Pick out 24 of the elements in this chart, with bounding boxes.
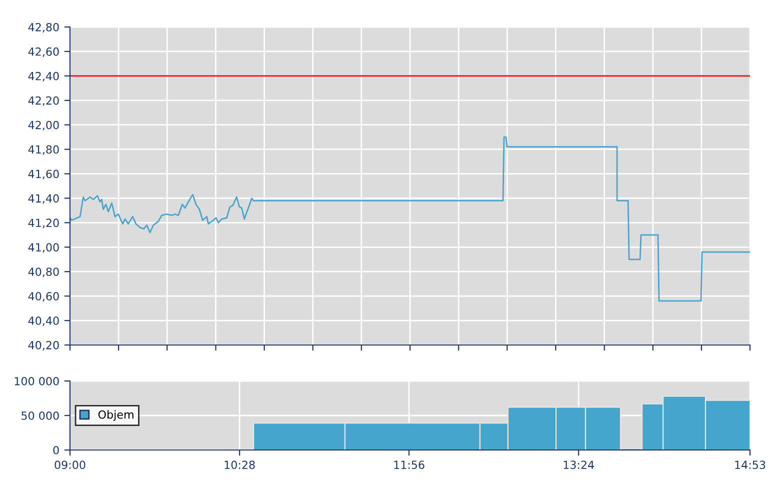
y-tick-label: 41,60 xyxy=(28,170,59,180)
y-tick-label: 40,80 xyxy=(28,268,59,278)
line-series xyxy=(70,136,750,302)
x-tick-label: 14:53 xyxy=(735,460,766,470)
y-tick-label: 40,60 xyxy=(28,292,59,302)
legend-label: Objem xyxy=(98,410,134,421)
x-tick-label: 10:28 xyxy=(224,460,255,470)
y-tick-label: 41,40 xyxy=(28,194,59,204)
y-tick-label: 41,20 xyxy=(28,218,59,228)
x-tick-label: 11:56 xyxy=(394,460,424,470)
y-tick-label: 40,20 xyxy=(28,340,59,351)
y-tick-label: 42,00 xyxy=(28,120,59,130)
y-tick-label: 42,80 xyxy=(28,22,59,33)
y-tick-label: 0 xyxy=(53,446,59,454)
y-tick-label: 41,00 xyxy=(28,243,59,253)
y-tick-label: 50 000 xyxy=(22,411,59,420)
x-tick-label: 13:24 xyxy=(564,460,594,470)
y-tick-label: 42,60 xyxy=(28,47,59,57)
y-tick-label: 100 000 xyxy=(14,376,59,386)
x-tick-label: 09:00 xyxy=(54,460,86,470)
y-tick-label: 40,40 xyxy=(28,316,59,326)
y-tick-label: 42,40 xyxy=(28,72,59,82)
y-tick-label: 42,20 xyxy=(28,96,59,106)
y-tick-label: 41,80 xyxy=(28,145,59,155)
